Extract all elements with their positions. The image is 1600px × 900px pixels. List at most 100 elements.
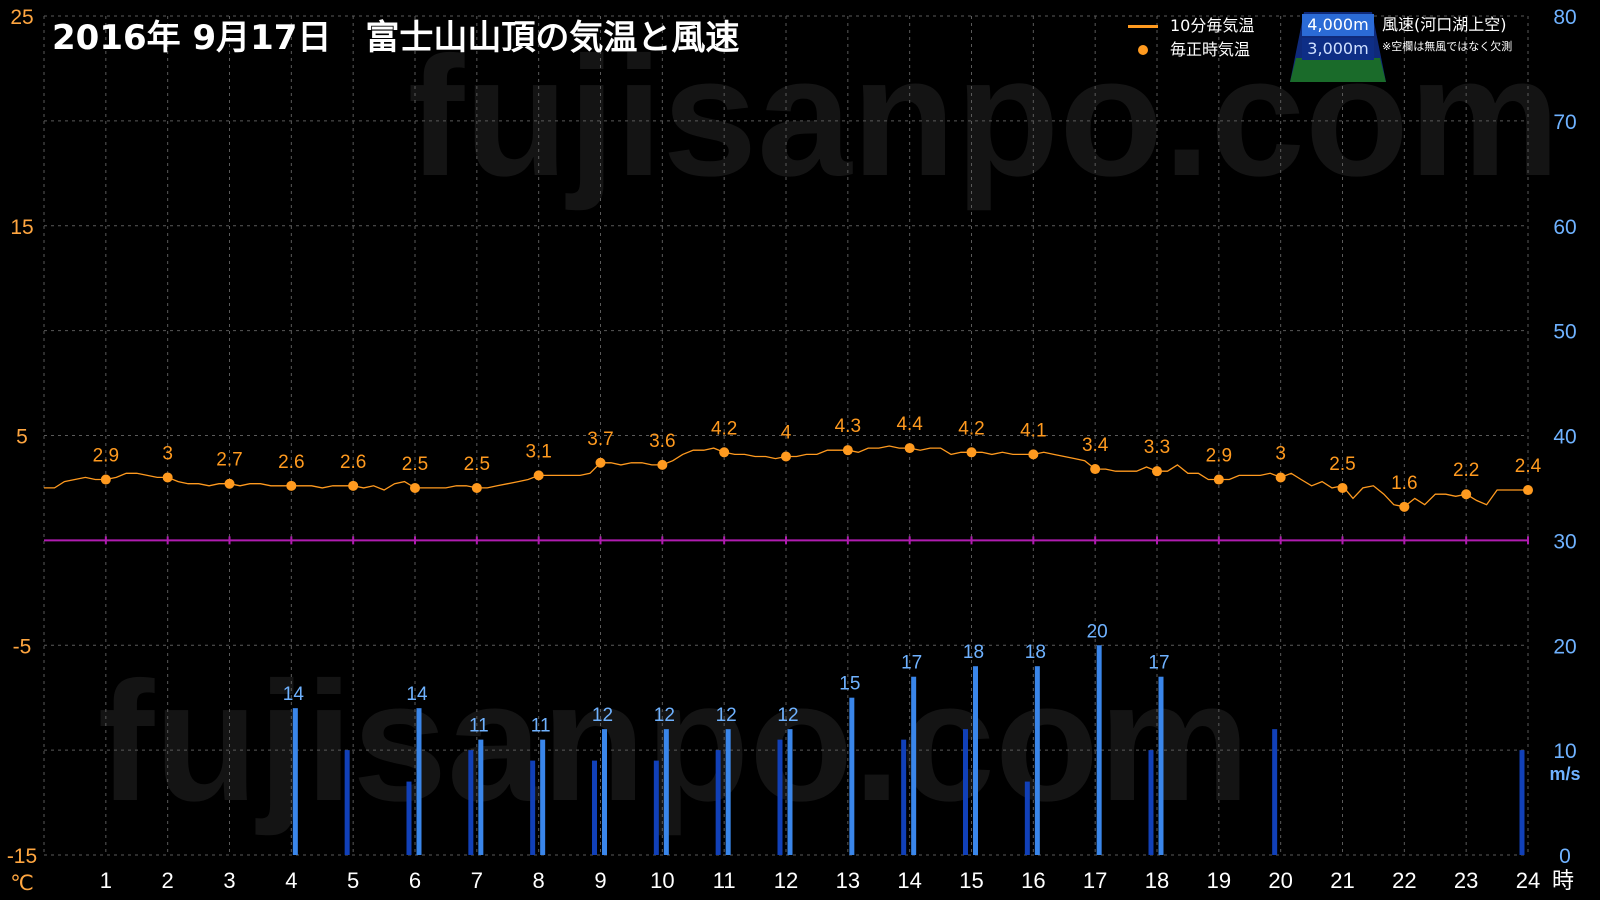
wind-bar-4000m <box>849 697 855 855</box>
x-tick-label: 14 <box>897 868 921 893</box>
hourly-temperature-point <box>1337 482 1348 493</box>
wind-bar-3000m <box>344 750 350 855</box>
x-tick-label: 3 <box>223 868 235 893</box>
wind-bar-3000m <box>1024 781 1030 855</box>
wind-bar-4000m <box>540 739 546 855</box>
wind-bar-3000m <box>653 760 659 855</box>
x-tick-label: 23 <box>1454 868 1478 893</box>
x-axis-unit: 時 <box>1552 868 1574 893</box>
hourly-temperature-label: 3 <box>162 443 173 464</box>
hourly-temperature-point <box>471 482 482 493</box>
hourly-temperature-point <box>1090 464 1101 475</box>
hourly-temperature-label: 1.6 <box>1391 473 1417 494</box>
right-tick-label: 10 <box>1553 740 1576 763</box>
wind-bar-3000m <box>530 760 536 855</box>
x-tick-label: 2 <box>162 868 174 893</box>
hourly-temperature-point <box>657 459 668 470</box>
wind-bar-4000m <box>911 676 917 855</box>
wind-bar-4000m <box>478 739 484 855</box>
legend-line-swatch <box>1128 25 1158 28</box>
wind-bar-3000m <box>1272 729 1278 855</box>
chart-title: 2016年 9月17日 富士山山頂の気温と風速 <box>52 18 740 58</box>
hourly-temperature-point <box>1523 485 1533 496</box>
wind-data-label: 11 <box>469 716 489 737</box>
wind-bar-3000m <box>592 760 597 855</box>
hourly-temperature-point <box>1213 474 1224 485</box>
hourly-temperature-label: 2.9 <box>1206 446 1232 467</box>
hourly-temperature-label: 2.5 <box>464 454 490 475</box>
wind-data-label: 11 <box>531 716 551 737</box>
right-tick-label: 80 <box>1553 6 1576 29</box>
x-tick-label: 8 <box>533 868 545 893</box>
x-tick-label: 22 <box>1392 868 1416 893</box>
wind-bar-4000m <box>602 729 607 855</box>
wind-data-label: 17 <box>1148 653 1169 674</box>
hourly-temperature-label: 4.3 <box>835 416 861 437</box>
wind-data-label: 14 <box>406 684 428 705</box>
wind-data-label: 17 <box>901 653 922 674</box>
wind-bar-4000m <box>292 708 298 855</box>
right-tick-label: 60 <box>1553 216 1576 239</box>
hourly-temperature-point <box>781 451 791 462</box>
wind-bar-3000m <box>468 750 474 855</box>
hourly-temperature-point <box>162 472 173 483</box>
x-tick-label: 17 <box>1083 868 1107 893</box>
hourly-temperature-point <box>842 445 853 456</box>
hourly-temperature-label: 2.5 <box>402 454 428 475</box>
wind-bars: 14 14 11 11 12 12 12 12 15 17 18 18 20 17 <box>283 621 1525 855</box>
legend-dot-swatch <box>1138 45 1148 55</box>
hourly-temperature-label: 2.5 <box>1329 454 1355 475</box>
hourly-temperature-point <box>1152 466 1162 477</box>
right-tick-label: 30 <box>1553 530 1576 553</box>
hourly-temperature-label: 3.7 <box>587 429 613 450</box>
wind-data-label: 12 <box>592 705 613 726</box>
wind-bar-4000m <box>1158 676 1164 855</box>
hourly-temperature-label: 2.2 <box>1453 460 1479 481</box>
wind-data-label: 12 <box>716 705 737 726</box>
hourly-temperature-point <box>348 480 359 491</box>
right-tick-label: 0 <box>1559 845 1571 868</box>
temperature-legend: 10分毎気温 毎正時気温 <box>1128 14 1254 62</box>
hourly-temperature-label: 2.4 <box>1515 456 1542 477</box>
right-tick-label: 70 <box>1553 111 1576 134</box>
hourly-temperature-label: 2.9 <box>93 446 119 467</box>
wind-bar-4000m <box>725 729 731 855</box>
hourly-temperature-point <box>1275 472 1286 483</box>
x-tick-label: 6 <box>409 868 421 893</box>
legend-wind-label: 風速(河口湖上空) <box>1382 15 1507 34</box>
x-tick-label: 12 <box>774 868 798 893</box>
wind-bar-3000m <box>1519 750 1525 855</box>
hourly-temperature-label: 2.6 <box>340 452 366 473</box>
hourly-temperature-label: 4.1 <box>1020 420 1046 441</box>
wind-data-label: 14 <box>283 684 305 705</box>
x-tick-label: 10 <box>650 868 674 893</box>
hourly-temperature-label: 3.1 <box>525 441 551 462</box>
hourly-temperature-label: 4 <box>781 422 792 443</box>
left-tick-label: -5 <box>13 635 32 658</box>
legend-wind-note: ※空欄は無風ではなく欠測 <box>1382 40 1513 53</box>
x-axis: 1 2 3 4 5 6 7 8 9 10 11 12 13 14 15 16 17 18 19 20 21 22 23 24 時 <box>100 868 1574 893</box>
wind-data-label: 18 <box>1025 642 1046 663</box>
x-tick-label: 24 <box>1516 868 1540 893</box>
wind-bar-3000m <box>1148 750 1154 855</box>
wind-data-label: 20 <box>1087 621 1108 642</box>
wind-bar-3000m <box>715 750 721 855</box>
watermark: fujisanpo.com fujisanpo.com <box>98 22 1560 837</box>
right-axis: 0 10 20 30 40 50 60 70 80 m/s <box>1549 6 1580 868</box>
left-tick-label: -15 <box>7 845 37 868</box>
hourly-temperature-point <box>286 480 297 491</box>
right-axis-unit: m/s <box>1549 764 1580 784</box>
legend-entry-hourly: 毎正時気温 <box>1128 38 1254 62</box>
left-tick-label: 5 <box>16 426 28 449</box>
left-tick-label: 15 <box>10 216 33 239</box>
legend-label-10min: 10分毎気温 <box>1170 16 1255 35</box>
right-tick-label: 20 <box>1553 635 1576 658</box>
x-tick-label: 11 <box>713 868 736 893</box>
hourly-temperature-point <box>719 447 730 458</box>
hourly-temperature-label: 4.2 <box>711 418 737 439</box>
wind-bar-3000m <box>901 739 907 855</box>
watermark-lower: fujisanpo.com <box>98 647 1250 837</box>
hourly-temperature-point <box>595 457 606 468</box>
x-tick-label: 19 <box>1207 868 1231 893</box>
